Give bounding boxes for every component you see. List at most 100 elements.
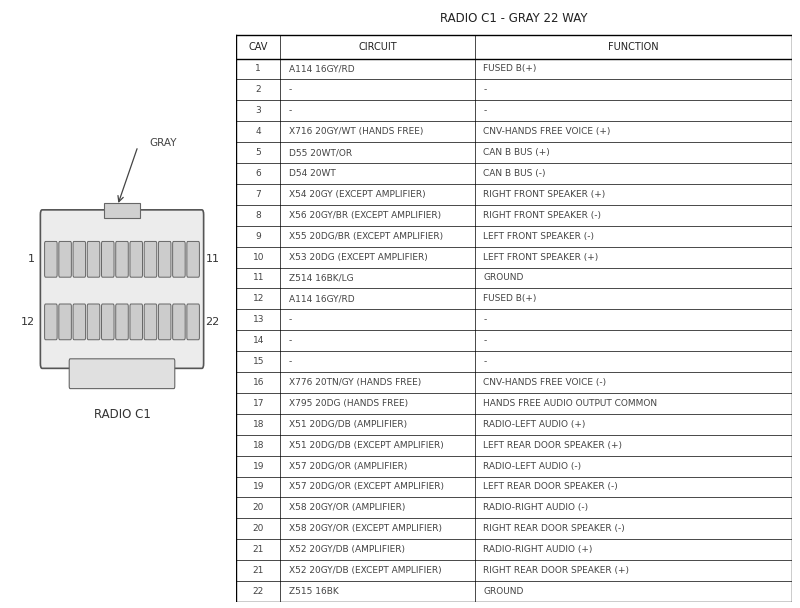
Text: 16: 16 xyxy=(253,378,264,387)
FancyBboxPatch shape xyxy=(73,241,86,277)
FancyBboxPatch shape xyxy=(102,304,114,340)
FancyBboxPatch shape xyxy=(158,241,171,277)
Text: 6: 6 xyxy=(255,169,261,178)
FancyBboxPatch shape xyxy=(73,304,86,340)
Text: 9: 9 xyxy=(255,232,261,241)
FancyBboxPatch shape xyxy=(87,241,100,277)
Text: CAN B BUS (+): CAN B BUS (+) xyxy=(483,148,550,157)
Text: 3: 3 xyxy=(255,106,261,116)
FancyBboxPatch shape xyxy=(130,304,142,340)
Text: -: - xyxy=(289,357,292,366)
FancyBboxPatch shape xyxy=(158,304,171,340)
Text: 21: 21 xyxy=(253,545,264,554)
Text: 11: 11 xyxy=(206,254,219,264)
Text: RIGHT REAR DOOR SPEAKER (-): RIGHT REAR DOOR SPEAKER (-) xyxy=(483,524,625,533)
Text: FUNCTION: FUNCTION xyxy=(608,41,659,52)
Text: 2: 2 xyxy=(255,85,261,94)
Text: 21: 21 xyxy=(253,566,264,575)
Text: 20: 20 xyxy=(253,524,264,533)
Text: GROUND: GROUND xyxy=(483,587,524,596)
FancyBboxPatch shape xyxy=(144,304,157,340)
Text: 15: 15 xyxy=(253,357,264,366)
Text: RIGHT REAR DOOR SPEAKER (+): RIGHT REAR DOOR SPEAKER (+) xyxy=(483,566,630,575)
Text: LEFT FRONT SPEAKER (+): LEFT FRONT SPEAKER (+) xyxy=(483,252,598,261)
FancyBboxPatch shape xyxy=(45,241,57,277)
Text: X776 20TN/GY (HANDS FREE): X776 20TN/GY (HANDS FREE) xyxy=(289,378,421,387)
Text: GRAY: GRAY xyxy=(150,138,177,148)
FancyBboxPatch shape xyxy=(173,241,185,277)
Bar xyxy=(104,202,140,218)
Text: Z514 16BK/LG: Z514 16BK/LG xyxy=(289,274,354,283)
FancyBboxPatch shape xyxy=(40,210,204,368)
Text: LEFT FRONT SPEAKER (-): LEFT FRONT SPEAKER (-) xyxy=(483,232,594,241)
Text: 7: 7 xyxy=(255,190,261,199)
Text: 11: 11 xyxy=(253,274,264,283)
Text: RIGHT FRONT SPEAKER (+): RIGHT FRONT SPEAKER (+) xyxy=(483,190,606,199)
Text: CNV-HANDS FREE VOICE (+): CNV-HANDS FREE VOICE (+) xyxy=(483,127,610,136)
Text: RADIO-RIGHT AUDIO (+): RADIO-RIGHT AUDIO (+) xyxy=(483,545,593,554)
FancyBboxPatch shape xyxy=(59,304,71,340)
Text: X52 20GY/DB (AMPLIFIER): X52 20GY/DB (AMPLIFIER) xyxy=(289,545,405,554)
Text: A114 16GY/RD: A114 16GY/RD xyxy=(289,64,354,74)
Text: LEFT REAR DOOR SPEAKER (+): LEFT REAR DOOR SPEAKER (+) xyxy=(483,441,622,450)
Text: 14: 14 xyxy=(253,336,264,345)
Text: X57 20DG/OR (EXCEPT AMPLIFIER): X57 20DG/OR (EXCEPT AMPLIFIER) xyxy=(289,483,444,491)
Text: CAN B BUS (-): CAN B BUS (-) xyxy=(483,169,546,178)
Text: X52 20GY/DB (EXCEPT AMPLIFIER): X52 20GY/DB (EXCEPT AMPLIFIER) xyxy=(289,566,442,575)
Text: 19: 19 xyxy=(253,461,264,471)
Text: RADIO-LEFT AUDIO (-): RADIO-LEFT AUDIO (-) xyxy=(483,461,582,471)
Text: -: - xyxy=(483,316,486,324)
Text: X51 20DG/DB (AMPLIFIER): X51 20DG/DB (AMPLIFIER) xyxy=(289,420,407,429)
Text: Z515 16BK: Z515 16BK xyxy=(289,587,338,596)
FancyBboxPatch shape xyxy=(187,304,199,340)
Text: RADIO-LEFT AUDIO (+): RADIO-LEFT AUDIO (+) xyxy=(483,420,586,429)
Text: X58 20GY/OR (EXCEPT AMPLIFIER): X58 20GY/OR (EXCEPT AMPLIFIER) xyxy=(289,524,442,533)
Text: 5: 5 xyxy=(255,148,261,157)
Text: RADIO C1: RADIO C1 xyxy=(94,409,150,421)
Text: RIGHT FRONT SPEAKER (-): RIGHT FRONT SPEAKER (-) xyxy=(483,211,602,219)
Text: 12: 12 xyxy=(21,317,34,327)
FancyBboxPatch shape xyxy=(87,304,100,340)
FancyBboxPatch shape xyxy=(144,241,157,277)
Text: X795 20DG (HANDS FREE): X795 20DG (HANDS FREE) xyxy=(289,399,408,408)
Text: FUSED B(+): FUSED B(+) xyxy=(483,64,537,74)
Text: 22: 22 xyxy=(253,587,264,596)
Text: -: - xyxy=(483,357,486,366)
Text: 10: 10 xyxy=(253,252,264,261)
Text: 12: 12 xyxy=(253,294,264,303)
Text: -: - xyxy=(289,336,292,345)
Text: 8: 8 xyxy=(255,211,261,219)
FancyBboxPatch shape xyxy=(116,304,128,340)
Text: FUSED B(+): FUSED B(+) xyxy=(483,294,537,303)
Text: LEFT REAR DOOR SPEAKER (-): LEFT REAR DOOR SPEAKER (-) xyxy=(483,483,618,491)
Text: 22: 22 xyxy=(206,317,220,327)
FancyBboxPatch shape xyxy=(59,241,71,277)
FancyBboxPatch shape xyxy=(102,241,114,277)
Text: -: - xyxy=(289,106,292,116)
Text: CAV: CAV xyxy=(249,41,268,52)
FancyBboxPatch shape xyxy=(70,359,174,389)
Text: X716 20GY/WT (HANDS FREE): X716 20GY/WT (HANDS FREE) xyxy=(289,127,423,136)
Text: RADIO-RIGHT AUDIO (-): RADIO-RIGHT AUDIO (-) xyxy=(483,503,589,513)
FancyBboxPatch shape xyxy=(130,241,142,277)
Text: X55 20DG/BR (EXCEPT AMPLIFIER): X55 20DG/BR (EXCEPT AMPLIFIER) xyxy=(289,232,443,241)
Text: GROUND: GROUND xyxy=(483,274,524,283)
Text: X57 20DG/OR (AMPLIFIER): X57 20DG/OR (AMPLIFIER) xyxy=(289,461,407,471)
Text: -: - xyxy=(483,85,486,94)
Text: 18: 18 xyxy=(253,441,264,450)
Text: HANDS FREE AUDIO OUTPUT COMMON: HANDS FREE AUDIO OUTPUT COMMON xyxy=(483,399,658,408)
Text: 17: 17 xyxy=(253,399,264,408)
Text: -: - xyxy=(483,336,486,345)
Text: D55 20WT/OR: D55 20WT/OR xyxy=(289,148,352,157)
FancyBboxPatch shape xyxy=(45,304,57,340)
Text: 1: 1 xyxy=(255,64,261,74)
Text: 19: 19 xyxy=(253,483,264,491)
Text: 20: 20 xyxy=(253,503,264,513)
FancyBboxPatch shape xyxy=(173,304,185,340)
Text: 13: 13 xyxy=(253,316,264,324)
Text: CNV-HANDS FREE VOICE (-): CNV-HANDS FREE VOICE (-) xyxy=(483,378,606,387)
Text: A114 16GY/RD: A114 16GY/RD xyxy=(289,294,354,303)
Text: -: - xyxy=(483,106,486,116)
Text: CIRCUIT: CIRCUIT xyxy=(358,41,397,52)
Text: RADIO C1 - GRAY 22 WAY: RADIO C1 - GRAY 22 WAY xyxy=(440,12,588,26)
